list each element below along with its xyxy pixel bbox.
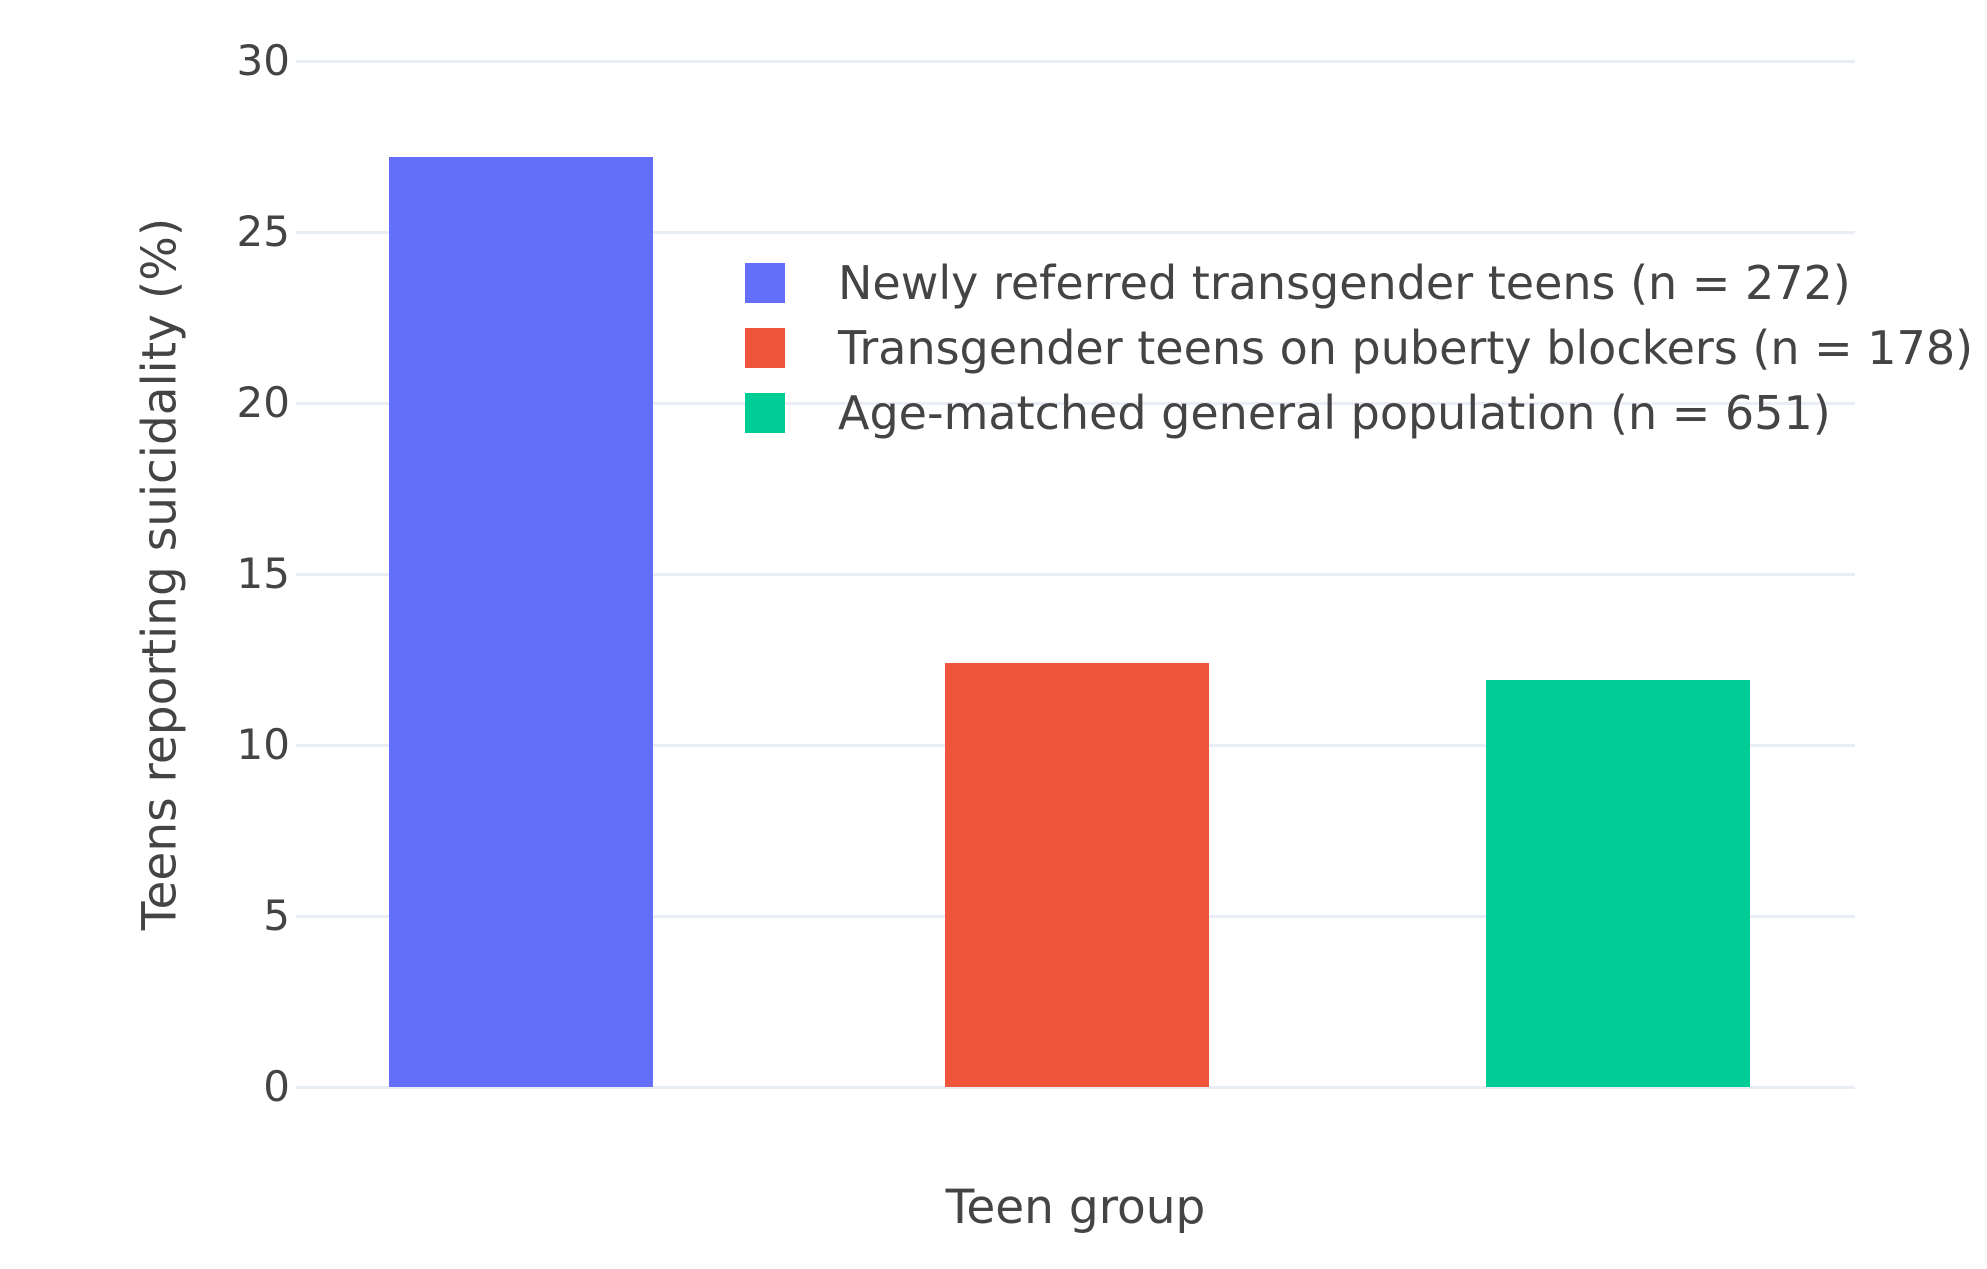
y-tick-label: 30: [236, 36, 290, 85]
legend-item-3[interactable]: Age-matched general population (n = 651): [745, 386, 1831, 440]
legend-item-2[interactable]: Transgender teens on puberty blockers (n…: [745, 321, 1973, 375]
gridline: [296, 1085, 1855, 1089]
gridline: [296, 230, 1855, 234]
y-tick-label: 25: [236, 207, 290, 256]
gridline: [296, 572, 1855, 576]
legend-color-swatch-icon: [745, 393, 785, 433]
bar-2[interactable]: [945, 662, 1209, 1087]
y-tick-label: 5: [263, 891, 290, 940]
legend-item-1[interactable]: Newly referred transgender teens (n = 27…: [745, 256, 1851, 310]
legend-color-swatch-icon: [745, 328, 785, 368]
x-axis-title: Teen group: [945, 1180, 1206, 1235]
plot-area: [296, 59, 1855, 1089]
y-tick-label: 0: [263, 1062, 290, 1111]
y-tick-label: 20: [236, 378, 290, 427]
bar-1[interactable]: [389, 156, 653, 1087]
y-tick-label: 10: [236, 720, 290, 769]
gridline: [296, 59, 1855, 63]
legend-item-label: Age-matched general population (n = 651): [838, 386, 1831, 440]
y-tick-label: 15: [236, 549, 290, 598]
legend-item-label: Transgender teens on puberty blockers (n…: [838, 321, 1974, 375]
bar-3[interactable]: [1486, 680, 1750, 1087]
gridline: [296, 401, 1855, 405]
legend-color-swatch-icon: [745, 263, 785, 303]
legend-item-label: Newly referred transgender teens (n = 27…: [838, 256, 1851, 310]
